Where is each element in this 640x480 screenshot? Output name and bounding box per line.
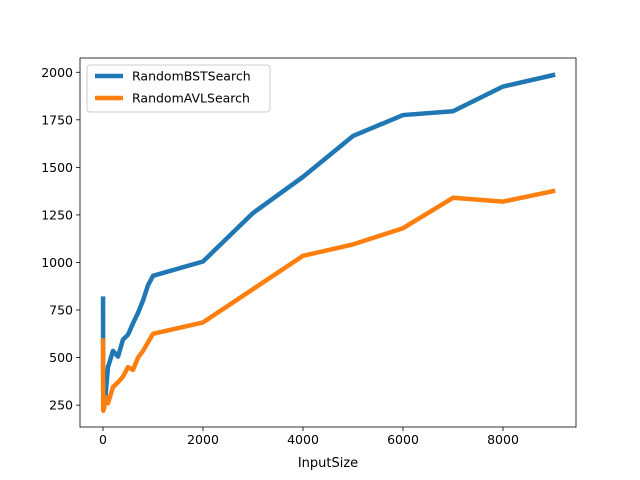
legend-label-1: RandomAVLSearch	[132, 91, 250, 106]
x-tick-label: 0	[99, 432, 107, 447]
y-tick-label: 250	[49, 398, 73, 413]
legend-label-0: RandomBSTSearch	[132, 69, 251, 84]
legend-box	[86, 64, 271, 113]
y-tick-label: 2000	[41, 65, 73, 80]
x-tick-label: 2000	[187, 432, 219, 447]
x-axis: 0 2000 4000 6000 8000	[99, 427, 519, 447]
x-tick-label: 4000	[287, 432, 319, 447]
y-tick-label: 1500	[41, 160, 73, 175]
x-tick-label: 6000	[387, 432, 419, 447]
y-tick-label: 1000	[41, 255, 73, 270]
plot-frame	[79, 57, 577, 428]
y-tick-label: 750	[49, 303, 73, 318]
y-axis: 250 500 750 1000 1250 1500 1750 2000	[41, 65, 80, 413]
y-tick-label: 500	[49, 350, 73, 365]
x-axis-title: InputSize	[298, 456, 358, 471]
x-tick-label: 8000	[487, 432, 519, 447]
plot-lines	[100, 72, 556, 414]
legend: RandomBSTSearch RandomAVLSearch	[86, 64, 271, 113]
y-tick-label: 1750	[41, 112, 73, 127]
series-line-1	[100, 188, 556, 414]
y-tick-label: 1250	[41, 207, 73, 222]
